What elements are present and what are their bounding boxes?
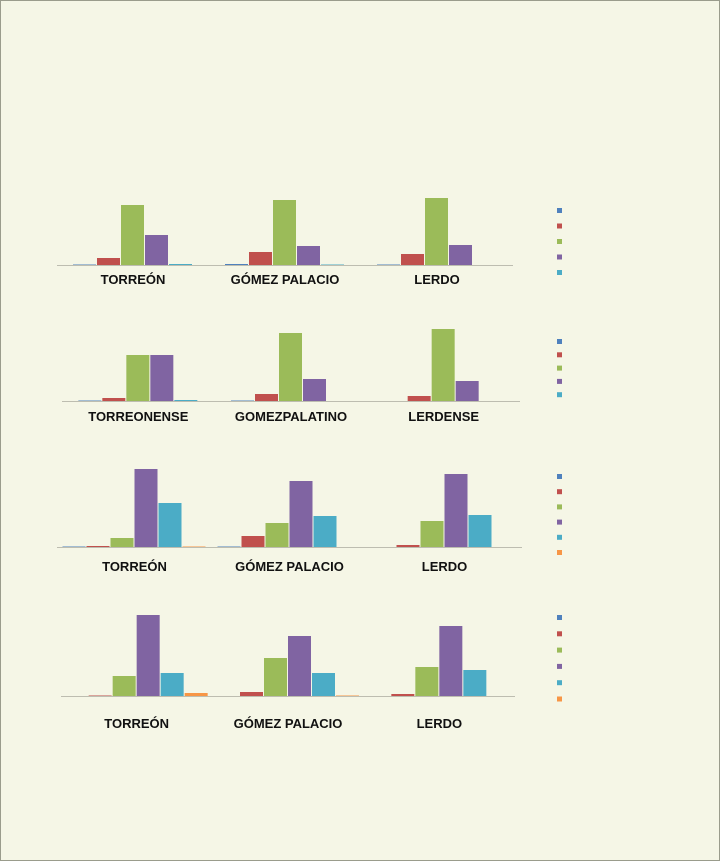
legend-swatch-series-1 [557,615,562,620]
legend-swatch-series-4 [557,378,562,384]
bar-lerdo-series-2 [401,254,424,265]
bar-gómez-palacio-series-3 [264,658,287,696]
bar-lerdo-series-4 [444,474,468,547]
category-label: TORREÓN [102,559,167,574]
bar-lerdo-series-5 [468,515,492,547]
legend-swatch-series-2 [557,352,562,358]
bar-torreón-series-3 [121,205,144,265]
bar-gomezpalatino-series-1 [231,400,254,401]
bar-chart-3: TORREÓN GÓMEZ PALACIO LERDO [57,469,562,574]
legend-swatch-series-1 [557,339,562,344]
bar-gómez-palacio-series-5 [312,673,335,696]
bar-gómez-palacio-series-2 [249,252,272,265]
bar-torreón-series-2 [97,258,120,265]
bar-torreonense-series-2 [102,398,126,401]
legend-swatch-series-4 [557,519,562,525]
bar-torreonense-series-5 [174,400,198,401]
bar-torreón-series-5 [169,264,192,265]
bar-gómez-palacio-series-2 [241,536,265,547]
legend-swatch-series-2 [557,631,562,637]
category-label: TORREONENSE [88,409,188,424]
bar-torreón-series-5 [158,503,182,547]
bar-torreonense-series-4 [150,355,174,401]
legend-swatch-series-3 [557,239,562,244]
bar-gómez-palacio-series-5 [321,264,344,265]
bar-gómez-palacio-series-3 [273,200,296,265]
legend [557,208,562,275]
bar-torreón-series-2 [88,695,112,696]
bar-lerdo-series-4 [449,245,472,265]
bar-lerdo-series-2 [396,545,420,547]
bar-lerdo-series-4 [439,626,463,696]
bar-torreón-series-2 [86,546,110,547]
legend [557,339,562,398]
category-label: GÓMEZ PALACIO [231,272,340,287]
bar-gómez-palacio-series-2 [240,692,263,696]
bar-lerdense-series-4 [455,381,479,401]
bar-lerdo-series-1 [377,264,400,265]
bar-gomezpalatino-series-3 [279,333,302,401]
legend-swatch-series-1 [557,208,562,213]
bar-chart-4: TORREÓN GÓMEZ PALACIO LERDO [61,615,562,731]
bar-chart-2: TORREONENSE GOMEZPALATINO LERDENSE [62,329,562,424]
legend-swatch-series-1 [557,474,562,479]
legend-swatch-series-2 [557,223,562,229]
legend [557,474,562,555]
bar-torreón-series-3 [112,676,136,696]
category-label: TORREÓN [101,272,166,287]
category-label: TORREÓN [104,716,169,731]
bar-gómez-palacio-series-1 [217,546,241,547]
bar-lerdo-series-3 [420,521,444,547]
bar-lerdo-series-2 [391,694,415,696]
legend-swatch-series-5 [557,392,562,398]
category-label: LERDENSE [408,409,479,424]
category-label: LERDO [417,716,463,731]
legend-swatch-series-4 [557,254,562,260]
bar-torreón-series-6 [184,693,208,696]
legend-swatch-series-6 [557,696,562,702]
legend-swatch-series-3 [557,365,562,371]
bar-lerdo-series-5 [463,670,487,696]
legend-swatch-series-5 [557,534,562,540]
legend-swatch-series-3 [557,504,562,510]
bar-gomezpalatino-series-4 [303,379,326,401]
bar-gómez-palacio-series-4 [297,246,320,265]
bar-torreón-series-5 [160,673,184,696]
bar-torreón-series-4 [134,469,158,547]
bar-gomezpalatino-series-2 [255,394,278,401]
category-label: GOMEZPALATINO [235,409,347,424]
bar-torreón-series-1 [62,546,86,547]
bar-gómez-palacio-series-5 [313,516,337,547]
category-label: GÓMEZ PALACIO [234,716,343,731]
category-label: GÓMEZ PALACIO [235,559,344,574]
category-label: LERDO [422,559,468,574]
bar-torreón-series-4 [136,615,160,696]
bar-torreonense-series-1 [78,400,102,401]
bar-gómez-palacio-series-6 [336,695,359,696]
bar-torreón-series-4 [145,235,168,265]
bar-lerdense-series-2 [407,396,431,401]
bar-lerdo-series-3 [415,667,439,696]
bar-gómez-palacio-series-4 [288,636,311,696]
bar-torreonense-series-3 [126,355,150,401]
bar-chart-1: TORREÓN GÓMEZ PALACIO LERDO [57,198,562,287]
bar-torreón-series-3 [110,538,134,547]
category-label: LERDO [414,272,460,287]
bar-lerdense-series-3 [431,329,455,401]
bar-gómez-palacio-series-1 [225,264,248,265]
legend-swatch-series-2 [557,489,562,495]
legend [557,615,562,702]
bar-lerdo-series-3 [425,198,448,265]
bar-torreón-series-1 [73,264,96,265]
legend-swatch-series-5 [557,270,562,275]
bar-torreón-series-6 [182,546,206,547]
legend-swatch-series-3 [557,647,562,653]
legend-swatch-series-4 [557,663,562,669]
bar-gómez-palacio-series-3 [265,523,289,547]
bar-gómez-palacio-series-4 [289,481,313,547]
legend-swatch-series-6 [557,550,562,555]
legend-swatch-series-5 [557,680,562,686]
